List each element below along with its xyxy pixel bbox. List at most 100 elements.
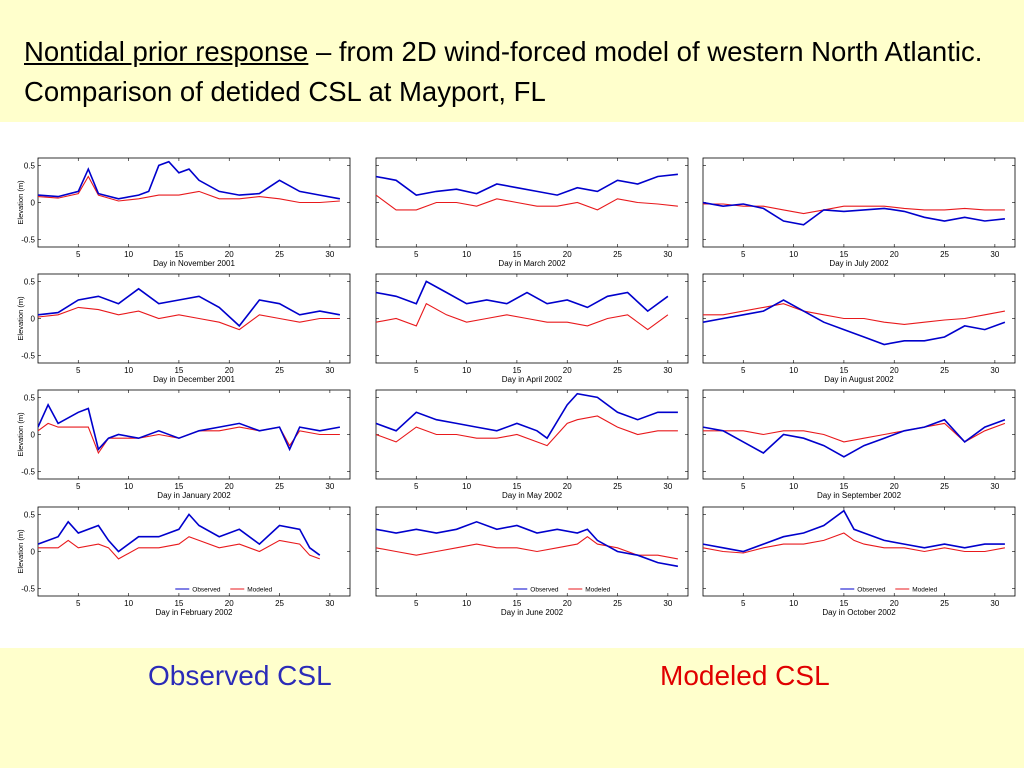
x-tick-label: 5: [741, 366, 746, 375]
x-tick-label: 10: [124, 366, 133, 375]
x-axis-label: Day in October 2002: [822, 608, 896, 617]
series-line-modeled: [38, 306, 340, 331]
series-line-modeled: [38, 422, 340, 455]
x-axis-label: Day in April 2002: [502, 375, 563, 384]
x-tick-label: 20: [563, 250, 572, 259]
caption-modeled-csl: Modeled CSL: [660, 660, 830, 691]
legend-label: Observed: [530, 587, 559, 594]
legend-label: Modeled: [247, 587, 272, 594]
y-axis-label: Elevation (m): [16, 412, 25, 457]
x-tick-label: 5: [414, 599, 419, 608]
legend-label: Observed: [192, 587, 221, 594]
x-axis-label: Day in July 2002: [829, 259, 889, 268]
x-tick-label: 20: [563, 366, 572, 375]
plot-area: [375, 389, 689, 480]
x-tick-label: 15: [512, 482, 521, 491]
chart-panel: 5 10 15 20 25 30 Day in August 2002: [702, 273, 1016, 384]
series-line-modeled: [376, 194, 678, 211]
y-tick-label: 0.5: [24, 277, 36, 286]
x-tick-label: 5: [741, 482, 746, 491]
series-line-modeled: [703, 532, 1005, 554]
series-line-modeled: [38, 175, 340, 204]
title-underlined: Nontidal prior response: [24, 36, 309, 67]
chart-panel: 5 10 15 20 25 30 0.5 0 -0.5 Day in February 2002 E…: [16, 506, 351, 617]
x-axis-label: Day in March 2002: [498, 259, 566, 268]
series-line-modeled: [703, 422, 1006, 443]
title-rest: – from 2D wind-forced model of western N…: [24, 36, 983, 107]
series-line-observed: [376, 280, 669, 313]
series-line-observed: [376, 392, 678, 440]
x-tick-label: 15: [512, 599, 521, 608]
series-line-modeled: [376, 536, 678, 560]
x-tick-label: 10: [462, 482, 471, 491]
chart-panel: 5 10 15 20 25 30 Day in May 2002: [375, 389, 689, 500]
x-axis-label: Day in January 2002: [157, 491, 231, 500]
x-tick-label: 25: [940, 599, 949, 608]
series-line-observed: [38, 513, 321, 556]
chart-panel: 5 10 15 20 25 30 Day in June 2002 Observed Model…: [375, 506, 689, 617]
x-tick-label: 30: [663, 599, 672, 608]
chart-panel: 5 10 15 20 25 30 0.5 0 -0.5 Day in January 2002 El…: [16, 389, 351, 500]
x-tick-label: 25: [275, 482, 284, 491]
x-tick-label: 10: [789, 250, 798, 259]
x-tick-label: 30: [990, 599, 999, 608]
series-line-observed: [703, 201, 1005, 226]
x-tick-label: 25: [275, 599, 284, 608]
x-tick-label: 30: [325, 366, 334, 375]
x-tick-label: 25: [613, 250, 622, 259]
x-tick-label: 5: [414, 482, 419, 491]
x-tick-label: 15: [174, 599, 183, 608]
x-tick-label: 25: [613, 599, 622, 608]
x-tick-label: 30: [325, 482, 334, 491]
x-tick-label: 5: [741, 599, 746, 608]
plot-area: [702, 389, 1016, 480]
y-axis-label: Elevation (m): [16, 296, 25, 341]
y-tick-label: 0.5: [24, 161, 36, 170]
x-tick-label: 25: [275, 366, 284, 375]
series-line-observed: [38, 287, 341, 328]
chart-grid: 5 10 15 20 25 30 0.5 0 -0.5 Day in November 2001 E…: [16, 157, 1016, 617]
plot-area: [702, 157, 1016, 248]
x-axis-label: Day in February 2002: [156, 608, 233, 617]
x-tick-label: 20: [890, 482, 899, 491]
y-tick-label: 0: [31, 431, 36, 440]
x-tick-label: 5: [414, 250, 419, 259]
x-tick-label: 15: [839, 250, 848, 259]
x-tick-label: 30: [663, 250, 672, 259]
x-tick-label: 30: [325, 599, 334, 608]
x-tick-label: 20: [225, 250, 234, 259]
y-tick-label: -0.5: [21, 585, 35, 594]
legend-label: Modeled: [585, 587, 610, 594]
y-tick-label: -0.5: [21, 236, 35, 245]
x-tick-label: 10: [789, 482, 798, 491]
y-tick-label: 0: [31, 315, 36, 324]
x-tick-label: 5: [414, 366, 419, 375]
x-tick-label: 30: [663, 482, 672, 491]
x-tick-label: 20: [563, 482, 572, 491]
x-tick-label: 15: [512, 250, 521, 259]
x-axis-label: Day in December 2001: [153, 375, 235, 384]
x-axis-label: Day in June 2002: [501, 608, 564, 617]
x-tick-label: 15: [512, 366, 521, 375]
x-tick-label: 25: [613, 482, 622, 491]
x-tick-label: 10: [462, 599, 471, 608]
x-tick-label: 10: [462, 250, 471, 259]
series-line-observed: [376, 520, 679, 568]
x-tick-label: 15: [839, 482, 848, 491]
x-tick-label: 30: [990, 250, 999, 259]
x-tick-label: 5: [76, 366, 81, 375]
figure-panel: 5 10 15 20 25 30 0.5 0 -0.5 Day in November 2001 E…: [0, 122, 1024, 648]
series-line-modeled: [376, 302, 669, 331]
y-axis-label: Elevation (m): [16, 529, 25, 574]
plot-area: [375, 506, 689, 597]
x-tick-label: 15: [839, 366, 848, 375]
y-axis-label: Elevation (m): [16, 180, 25, 225]
series-line-modeled: [38, 536, 320, 560]
chart-panel: 5 10 15 20 25 30 Day in March 2002: [375, 157, 689, 268]
plot-area: [375, 273, 689, 364]
chart-panel: 5 10 15 20 25 30 0.5 0 -0.5 Day in December 2001 E…: [16, 273, 351, 384]
x-tick-label: 10: [124, 482, 133, 491]
series-line-observed: [38, 160, 341, 200]
chart-panel: 5 10 15 20 25 30 Day in July 2002: [702, 157, 1016, 268]
chart-panel: 5 10 15 20 25 30 0.5 0 -0.5 Day in November 2001 E…: [16, 157, 351, 268]
